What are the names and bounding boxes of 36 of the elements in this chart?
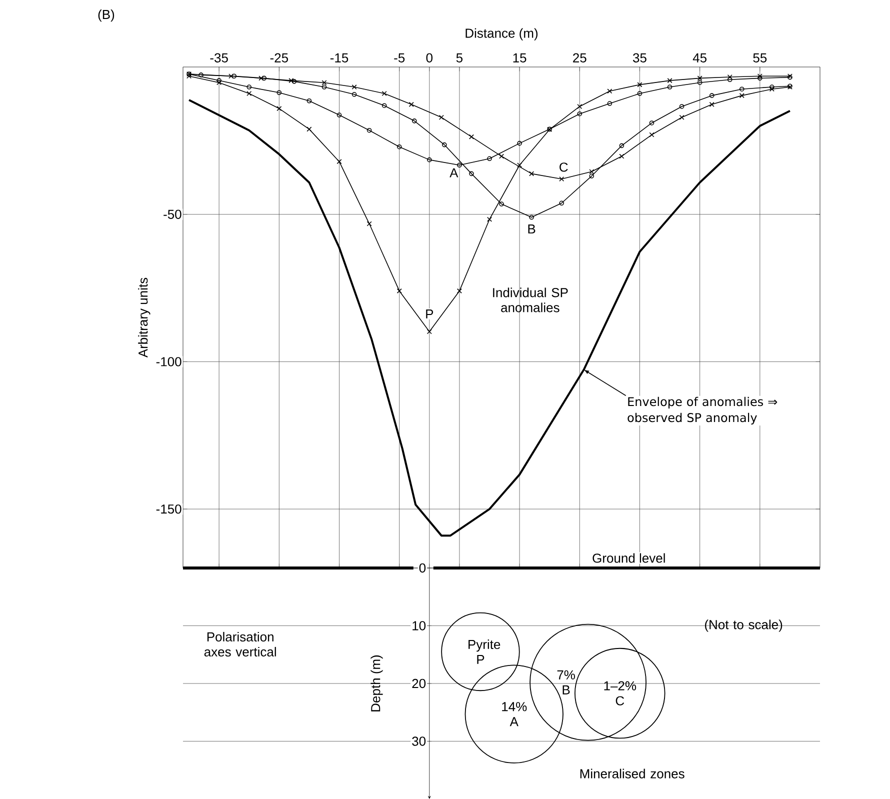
annotation: Mineralised zones bbox=[580, 768, 684, 778]
y-tick-label: -150 bbox=[156, 504, 182, 514]
y-tick-label: -50 bbox=[164, 210, 182, 219]
x-tick-label: -5 bbox=[394, 53, 405, 62]
annotation: Polarisation axes vertical bbox=[204, 632, 276, 656]
series-label: B bbox=[528, 224, 536, 234]
annotation: 14% A bbox=[502, 702, 527, 726]
chart-title: (B) bbox=[98, 10, 114, 22]
y-tick-label: -100 bbox=[156, 357, 182, 366]
x-tick-label: 15 bbox=[513, 53, 526, 62]
y-axis-title: Depth (m) bbox=[370, 655, 383, 712]
y-axis-title: Arbitrary units bbox=[138, 278, 150, 358]
annotation: 1–2% C bbox=[604, 681, 636, 706]
x-axis-title: Distance (m) bbox=[466, 28, 538, 40]
x-tick-label: 35 bbox=[632, 53, 646, 62]
series-label: A bbox=[450, 168, 458, 178]
annotation: 7% B bbox=[557, 670, 575, 694]
annotation: (Not to scale) bbox=[704, 620, 782, 632]
annotation: Envelope of anomalies ⇒ observed SP anomaly bbox=[628, 396, 778, 424]
x-tick-label: 45 bbox=[692, 53, 706, 62]
y-tick-label: 10 bbox=[412, 621, 426, 630]
x-tick-label: -35 bbox=[210, 53, 228, 62]
x-tick-label: 0 bbox=[426, 53, 433, 62]
series-label: C bbox=[560, 162, 568, 172]
y-tick-label: 30 bbox=[412, 736, 426, 746]
x-tick-label: -25 bbox=[270, 53, 288, 62]
ref-line-label: Ground level bbox=[592, 553, 665, 563]
x-tick-label: 25 bbox=[573, 53, 586, 62]
series-label: P bbox=[426, 309, 434, 318]
x-tick-label: 5 bbox=[456, 53, 463, 62]
annotation: Pyrite P bbox=[468, 640, 500, 664]
x-tick-label: 55 bbox=[753, 53, 767, 62]
annotation: Individual SP anomalies bbox=[493, 288, 568, 312]
x-tick-label: -15 bbox=[330, 53, 348, 62]
y-tick-label: 20 bbox=[412, 678, 426, 688]
y-tick-label: 0 bbox=[419, 563, 426, 573]
